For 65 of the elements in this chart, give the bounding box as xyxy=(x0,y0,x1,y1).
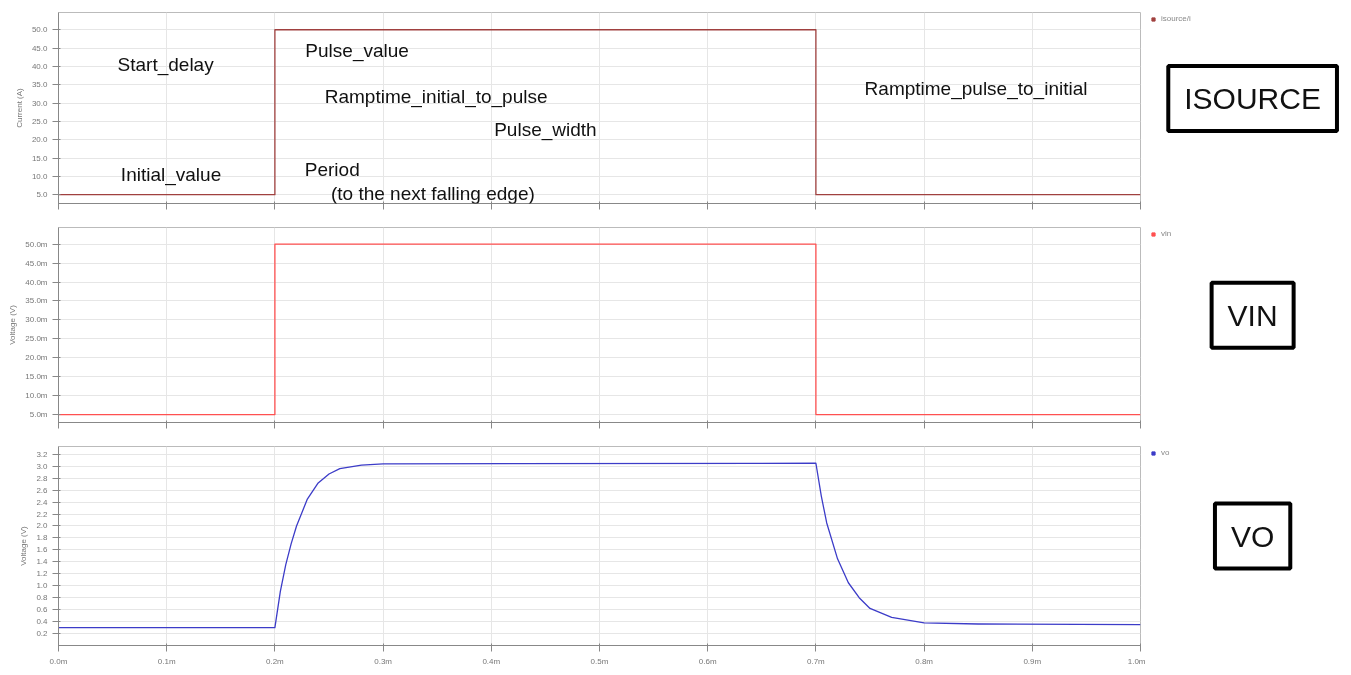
text: VIN xyxy=(1227,298,1278,332)
y-tick-label: 1.8 xyxy=(36,533,49,543)
y-tick-label: 35.0 xyxy=(31,80,49,90)
annotation: Pulse_value xyxy=(305,40,409,63)
annotation: Ramptime_initial_to_pulse xyxy=(324,86,548,109)
line-series xyxy=(58,462,1141,629)
y-tick-label: 1.2 xyxy=(36,569,49,579)
y-tick-label: 50.0m xyxy=(25,239,48,249)
legend-label: vo xyxy=(1161,448,1171,457)
y-tick-label: 45.0m xyxy=(25,258,48,268)
x-tick-label: 0.3m xyxy=(374,656,393,666)
x-tick-label: 0.5m xyxy=(590,656,609,666)
y-axis-title: Current (A) xyxy=(14,87,24,128)
x-tick-label: 0.8m xyxy=(915,656,934,666)
annotation: Start_delay xyxy=(117,53,215,76)
y-tick-label: 3.0 xyxy=(36,461,49,471)
y-tick-label: 5.0 xyxy=(36,190,49,200)
y-tick-label: 5.0m xyxy=(29,410,48,420)
y-tick-label: 20.0m xyxy=(25,353,48,363)
y-tick-label: 40.0 xyxy=(31,61,49,71)
y-tick-label: 0.2 xyxy=(36,629,49,639)
y-tick-label: 0.8 xyxy=(36,593,49,603)
y-tick-label: 1.4 xyxy=(36,557,49,567)
x-tick-label: 0.4m xyxy=(482,656,501,666)
y-tick-label: 25.0 xyxy=(31,116,49,126)
y-axis-title: Voltage (V) xyxy=(19,525,29,566)
y-tick-label: 0.4 xyxy=(36,617,49,627)
x-tick-label: 1.0m xyxy=(1127,656,1146,666)
x-tick-label: 0.0m xyxy=(49,656,68,666)
annotation: (to the next falling edge) xyxy=(330,183,535,205)
y-tick-label: 35.0m xyxy=(25,296,48,306)
y-tick-label: 10.0 xyxy=(31,171,49,181)
annotation: Initial_value xyxy=(120,164,222,187)
y-tick-label: 2.4 xyxy=(36,497,49,507)
annotation: Period xyxy=(304,158,360,180)
y-tick-label: 25.0m xyxy=(25,334,48,344)
annotation: Pulse_width xyxy=(494,118,597,141)
y-tick-label: 15.0 xyxy=(31,153,49,163)
y-tick-label: 10.0m xyxy=(25,391,48,401)
legend-label: vin xyxy=(1161,229,1173,238)
x-tick-label: 0.2m xyxy=(266,656,285,666)
y-tick-label: 45.0 xyxy=(31,43,49,53)
y-tick-label: 20.0 xyxy=(31,135,49,145)
y-tick-label: 1.6 xyxy=(36,545,49,555)
y-tick-label: 2.8 xyxy=(36,473,49,483)
y-tick-label: 2.2 xyxy=(36,509,49,519)
x-tick-label: 0.9m xyxy=(1023,656,1042,666)
y-tick-label: 15.0m xyxy=(25,372,48,382)
text: VO xyxy=(1230,519,1275,553)
x-tick-label: 0.1m xyxy=(157,656,176,666)
text: ISOURCE xyxy=(1184,81,1321,115)
y-tick-label: 0.6 xyxy=(36,605,49,615)
y-tick-label: 30.0 xyxy=(31,98,49,108)
x-tick-label: 0.7m xyxy=(807,656,826,666)
annotation: Ramptime_pulse_to_initial xyxy=(864,78,1088,101)
y-tick-label: 50.0 xyxy=(31,25,49,35)
x-tick-label: 0.6m xyxy=(698,656,717,666)
y-tick-label: 40.0m xyxy=(25,277,48,287)
y-tick-label: 2.6 xyxy=(36,485,49,495)
y-tick-label: 2.0 xyxy=(36,521,49,531)
legend-label: isource/i xyxy=(1161,14,1191,23)
y-tick-label: 30.0m xyxy=(25,315,48,325)
y-axis-title: Voltage (V) xyxy=(8,304,18,345)
y-tick-label: 1.0 xyxy=(36,581,49,591)
y-tick-label: 3.2 xyxy=(36,449,49,459)
